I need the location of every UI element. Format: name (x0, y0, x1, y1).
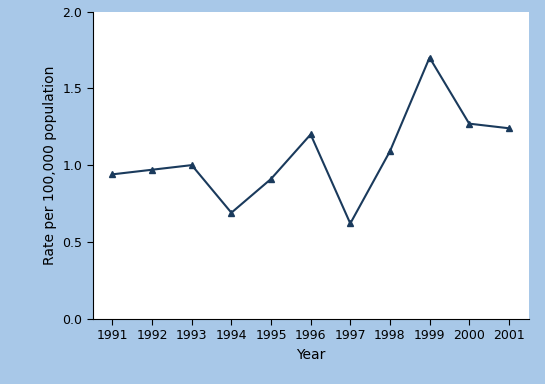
Y-axis label: Rate per 100,000 population: Rate per 100,000 population (43, 65, 57, 265)
X-axis label: Year: Year (296, 348, 325, 362)
